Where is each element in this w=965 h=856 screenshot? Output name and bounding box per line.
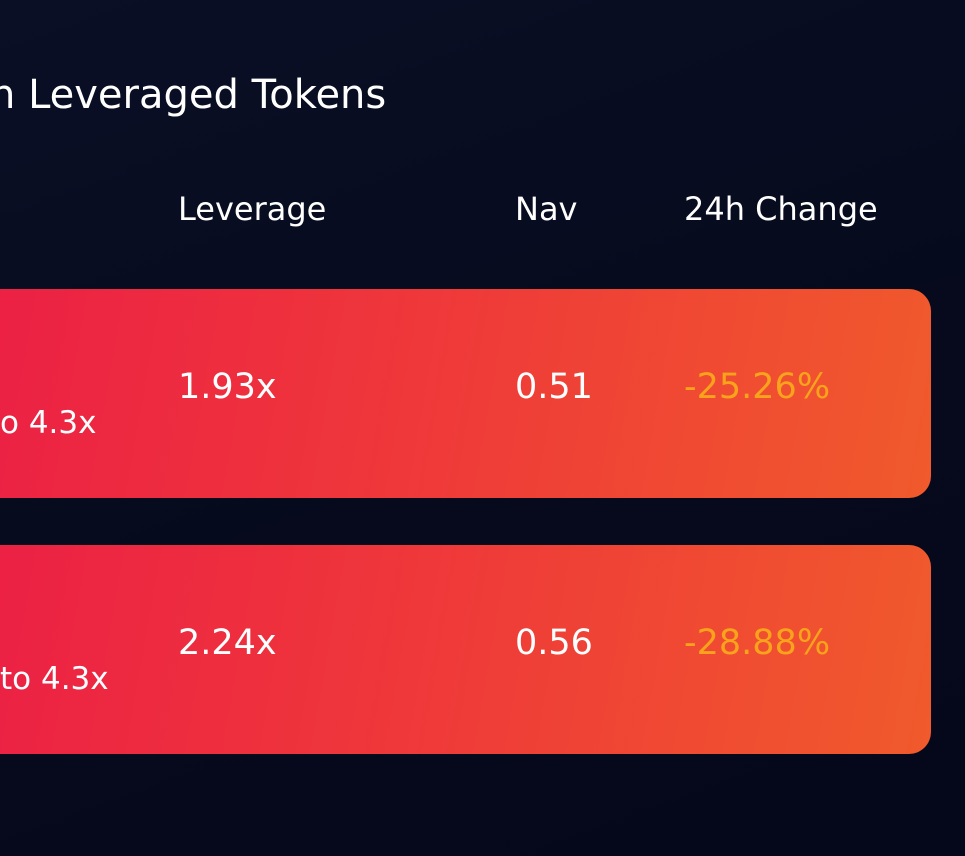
nav-value: 0.51 — [515, 367, 593, 407]
token-row[interactable] — [0, 289, 931, 498]
nav-value: 0.56 — [515, 623, 593, 663]
change-value: -25.26% — [684, 367, 831, 407]
token-row[interactable] — [0, 545, 931, 754]
page-title: n Leveraged Tokens — [0, 72, 387, 118]
column-header: Nav — [515, 190, 578, 228]
column-header: 24h Change — [684, 190, 878, 228]
token-description: o 4.3x — [0, 405, 97, 441]
token-description: to 4.3x — [0, 661, 109, 697]
column-header: Leverage — [178, 190, 327, 228]
change-value: -28.88% — [684, 623, 831, 663]
leverage-value: 2.24x — [178, 623, 277, 663]
leverage-value: 1.93x — [178, 367, 277, 407]
